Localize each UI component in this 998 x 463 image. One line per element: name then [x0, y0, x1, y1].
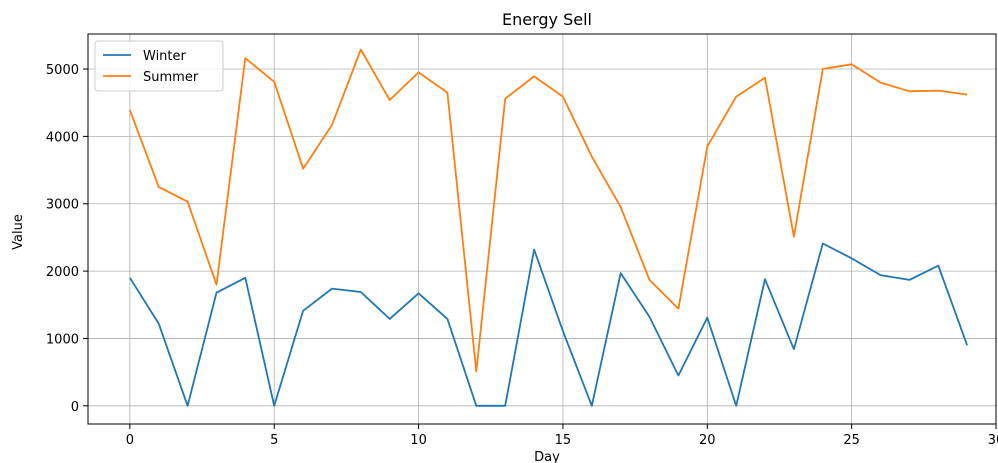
series-layer [129, 48, 968, 407]
chart-title: Energy Sell [502, 10, 592, 29]
x-tick-label: 5 [270, 433, 278, 448]
x-tick-label: 25 [843, 433, 860, 448]
x-tick-label: 20 [699, 433, 716, 448]
y-tick-label: 0 [71, 400, 79, 415]
y-axis-ticks: 0 1000 2000 3000 4000 5000 [46, 63, 88, 415]
y-tick-label: 4000 [46, 130, 79, 145]
legend-label-summer: Summer [143, 70, 199, 85]
series-line-summer [129, 48, 968, 373]
y-tick-label: 2000 [46, 265, 79, 280]
legend-box [94, 40, 224, 92]
x-tick-label: 30 [988, 433, 998, 448]
y-tick-label: 5000 [46, 63, 79, 78]
legend: Winter Summer [94, 40, 224, 92]
y-tick-label: 3000 [46, 198, 79, 213]
x-axis-label: Day [534, 450, 560, 463]
y-axis-label: Value [11, 214, 26, 250]
series-line-winter [129, 242, 968, 407]
x-tick-label: 0 [126, 433, 134, 448]
x-tick-label: 15 [555, 433, 572, 448]
y-tick-label: 1000 [46, 332, 79, 347]
x-tick-label: 10 [410, 433, 427, 448]
legend-label-winter: Winter [143, 49, 187, 64]
x-axis-ticks: 0 5 10 15 20 25 30 [126, 424, 998, 448]
plot-frame [87, 33, 997, 425]
